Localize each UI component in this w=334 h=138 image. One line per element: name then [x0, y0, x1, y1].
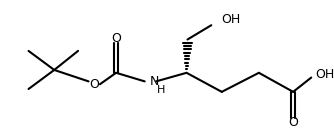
Text: H: H	[157, 85, 165, 95]
Text: OH: OH	[221, 13, 240, 26]
Text: O: O	[89, 78, 99, 91]
Text: O: O	[288, 116, 298, 129]
Text: N: N	[149, 75, 159, 88]
Text: OH: OH	[315, 68, 334, 81]
Text: O: O	[111, 32, 121, 45]
